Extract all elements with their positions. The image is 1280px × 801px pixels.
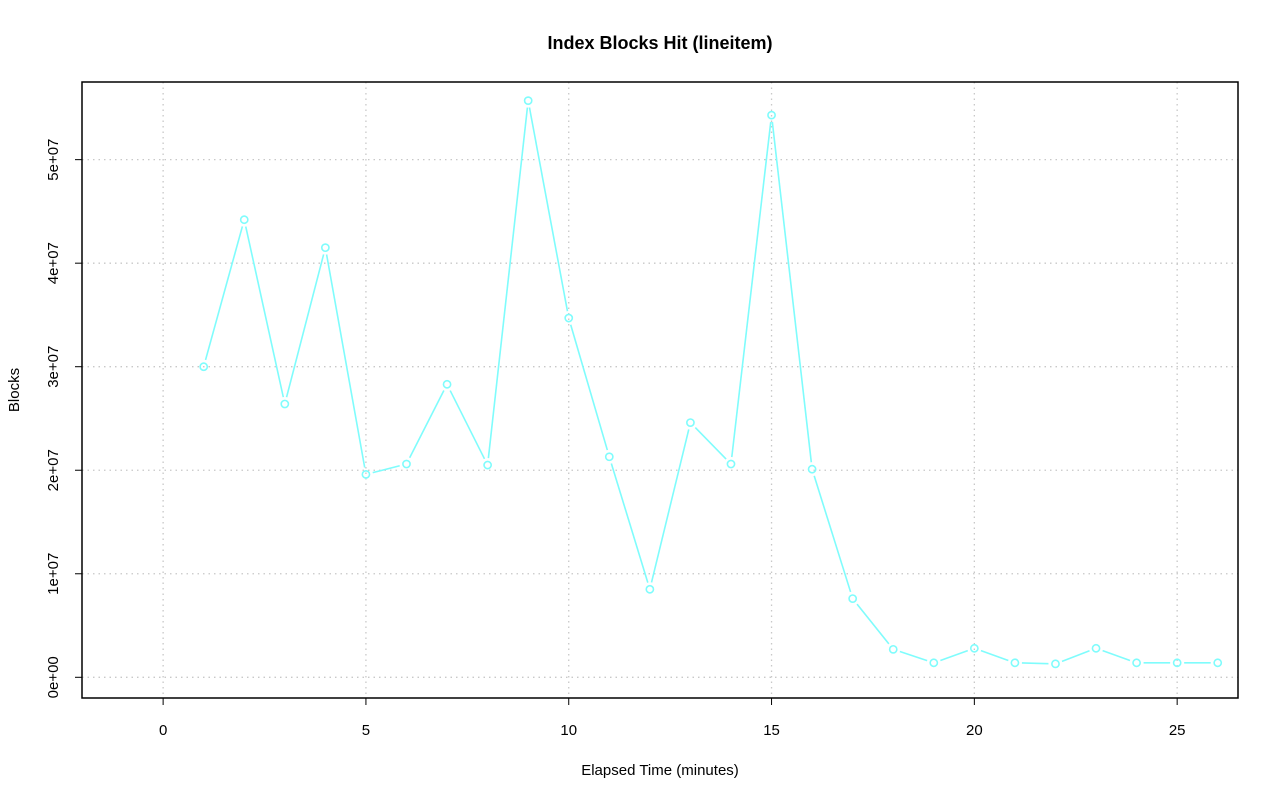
series-0-segment-19 <box>980 649 1009 662</box>
series-0-point-12 <box>686 418 695 428</box>
series-0-point-10 <box>604 452 614 462</box>
plot-frame <box>81 81 1239 699</box>
series-0-point-20 <box>1010 658 1020 668</box>
y-tick-label-3: 3e+07 <box>45 346 62 388</box>
series-0-point-9 <box>564 313 574 323</box>
y-tick-label-4: 4e+07 <box>45 242 62 284</box>
x-tick-label-1: 5 <box>362 722 370 739</box>
series-0-point-13 <box>726 459 736 469</box>
series-0-segment-12 <box>694 427 727 460</box>
series-0-point-24 <box>1172 658 1182 668</box>
x-tick-label-2: 10 <box>560 722 577 739</box>
series-0-segment-18 <box>940 649 969 662</box>
x-axis: 0 5 10 15 20 25 <box>159 697 1186 739</box>
series-0-segment-17 <box>899 650 928 662</box>
y-tick-label-1: 1e+07 <box>45 553 62 595</box>
x-tick-label-5: 25 <box>1169 722 1186 739</box>
y-tick-label-5: 5e+07 <box>45 139 62 181</box>
series-0-point-21 <box>1051 659 1060 669</box>
series-0-segment-3 <box>325 254 366 468</box>
series-0-segment-21 <box>1061 650 1090 663</box>
series-0-segment-14 <box>771 121 813 463</box>
grid-lines <box>82 82 1238 698</box>
series-0-point-19 <box>969 643 979 653</box>
series-group <box>199 96 1223 669</box>
series-0-point-15 <box>807 464 817 474</box>
series-0-segment-16 <box>856 603 890 645</box>
series-0-segment-4 <box>372 464 400 474</box>
series-0-point-14 <box>767 110 776 120</box>
series-0-segment-5 <box>408 390 445 459</box>
series-0-point-5 <box>402 459 411 469</box>
series-0-segment-6 <box>449 390 486 460</box>
series-0-point-3 <box>320 243 330 253</box>
x-axis-label: Elapsed Time (minutes) <box>581 762 739 779</box>
series-0-segment-13 <box>730 121 772 458</box>
y-tick-label-0: 0e+00 <box>45 656 62 698</box>
series-0-segment-10 <box>610 463 649 583</box>
series-0-segment-20 <box>1021 662 1049 665</box>
series-0-point-25 <box>1213 658 1223 668</box>
x-tick-label-3: 15 <box>763 722 780 739</box>
series-0-segment-11 <box>650 429 690 583</box>
series-0-segment-2 <box>285 254 325 398</box>
y-axis: 0e+00 1e+07 2e+07 3e+07 4e+07 5e+07 <box>45 139 83 698</box>
series-0-point-11 <box>645 584 655 594</box>
series-0-segment-9 <box>569 324 609 451</box>
series-0-segment-0 <box>204 226 244 361</box>
y-axis-label: Blocks <box>6 368 23 412</box>
y-tick-label-2: 2e+07 <box>45 449 62 491</box>
series-0-point-23 <box>1132 658 1141 668</box>
series-0-segment-8 <box>528 107 569 312</box>
series-0-point-7 <box>483 460 493 470</box>
series-0-point-8 <box>523 96 533 106</box>
series-0-segment-22 <box>1102 649 1131 662</box>
series-0-segment-7 <box>487 107 529 459</box>
series-0-segment-15 <box>813 475 852 593</box>
x-tick-label-0: 0 <box>159 722 167 739</box>
series-0-segment-1 <box>244 226 285 398</box>
series-0-point-18 <box>929 658 939 668</box>
series-0-point-6 <box>442 379 452 389</box>
series-0-point-1 <box>239 215 249 225</box>
series-0-point-0 <box>199 362 209 372</box>
series-0-point-22 <box>1091 643 1101 653</box>
series-0-point-17 <box>888 644 898 654</box>
series-0-point-16 <box>848 594 858 604</box>
series-0-point-4 <box>361 469 371 479</box>
series-0-point-2 <box>280 399 290 409</box>
x-tick-label-4: 20 <box>966 722 983 739</box>
chart-title: Index Blocks Hit (lineitem) <box>547 33 772 53</box>
